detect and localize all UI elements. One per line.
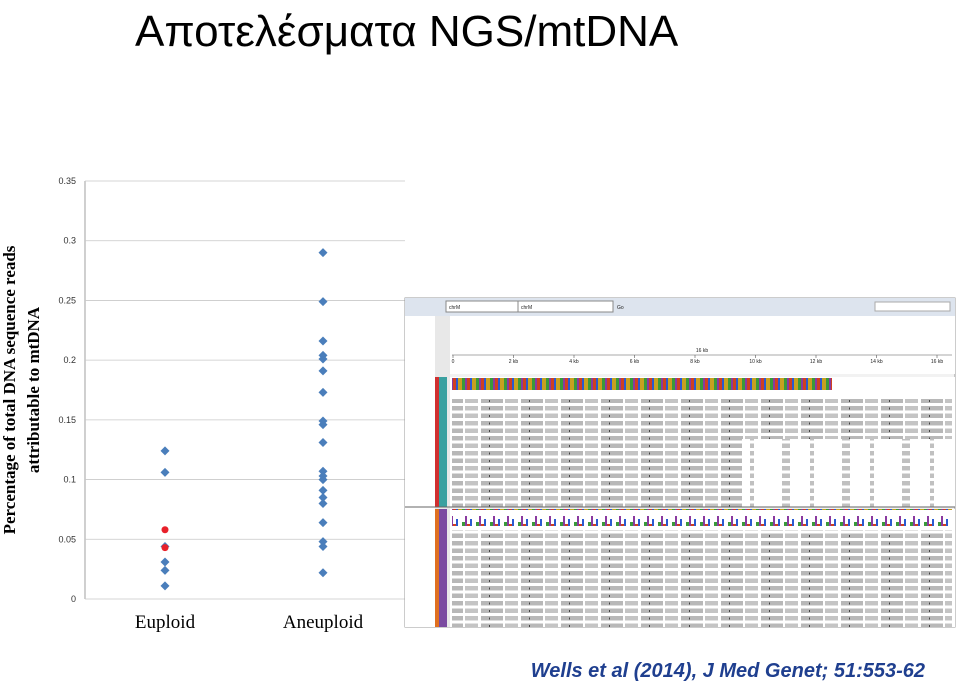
y-tick-label: 0.1 [63,475,76,485]
y-tick-label: 0.3 [63,236,76,246]
point [161,544,169,552]
point [160,557,170,567]
coverage-track [452,509,952,526]
point [318,541,328,551]
ruler-label: 10 kb [749,359,761,365]
ruler-label: 12 kb [810,359,822,365]
coverage-track [452,378,832,395]
locus-box [517,300,614,313]
point [318,568,328,578]
reads [452,530,952,627]
sample-color [439,509,447,627]
y-tick-label: 0.15 [58,415,76,425]
point [318,248,328,258]
slide-title: Αποτελέσματα NGS/mtDNA [135,7,679,56]
igv-screenshot: chrM chrM Go 16 kb 0 2 kb 4 kb 6 kb 8 kb 10 k… [404,297,956,628]
sample-color [439,377,447,507]
point [318,366,328,376]
ruler-label: 8 kb [690,359,700,365]
point [318,354,328,364]
locus-text: chrM [449,305,460,311]
point [160,446,170,456]
reads [742,399,952,439]
citation: Wells et al (2014), J Med Genet; 51:553-… [531,660,925,682]
point [160,581,170,591]
point [318,492,328,502]
ruler-title: 16 kb [696,348,708,354]
y-tick-label: 0 [71,594,76,604]
y-tick-label: 0.25 [58,295,76,305]
point [318,297,328,307]
ruler-label: 14 kb [870,359,882,365]
y-axis-label: attributable to mtDNA [24,306,43,473]
point [160,565,170,575]
ruler-label: 2 kb [509,359,519,365]
locus-text: chrM [521,305,532,311]
point [318,336,328,346]
go-button: Go [617,305,624,311]
zoom-widget [874,301,951,312]
scatter-chart: 0 0.05 0.1 0.15 0.2 0.25 0.3 0.35 Percentage of … [0,176,405,633]
y-axis-label: Percentage of total DNA sequence reads [0,245,19,534]
y-tick-label: 0.05 [58,534,76,544]
y-tick-label: 0.2 [63,355,76,365]
left-panel [405,316,435,627]
x-tick-label: Aneuploid [283,612,364,633]
reads [742,439,952,507]
point [318,475,328,485]
sample-color [435,377,439,507]
x-tick-label: Euploid [135,612,196,633]
ruler-label: 6 kb [630,359,640,365]
point [318,387,328,397]
y-tick-label: 0.35 [58,176,76,186]
ruler-label: 0 [452,359,455,365]
point [318,518,328,528]
reads [452,399,742,507]
sample-color [435,509,439,627]
point [318,537,328,547]
ruler-label: 16 kb [931,359,943,365]
point [160,467,170,477]
ruler-panel [450,316,955,374]
point [318,498,328,508]
ruler-label: 4 kb [569,359,579,365]
point [318,420,328,430]
point [318,466,328,476]
point [161,526,169,534]
point [318,438,328,448]
point [318,485,328,495]
